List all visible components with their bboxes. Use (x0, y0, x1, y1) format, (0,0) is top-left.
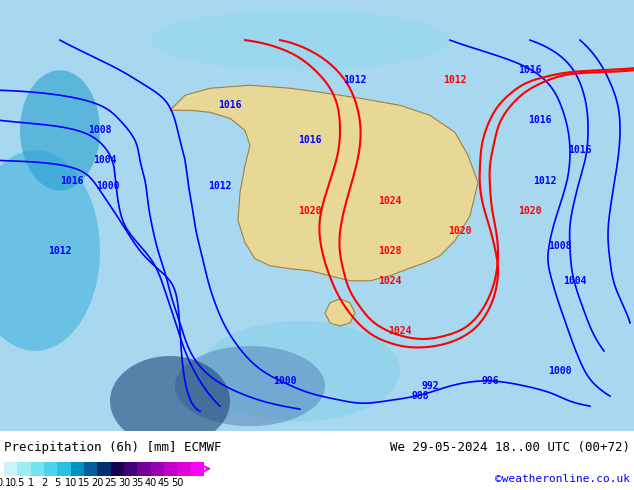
Polygon shape (0, 0, 634, 431)
Text: 1028: 1028 (378, 245, 402, 256)
Text: 2: 2 (41, 478, 47, 488)
Text: 1024: 1024 (378, 276, 402, 286)
Text: 1016: 1016 (568, 146, 592, 155)
Bar (111, 462, 124, 476)
Text: 1020: 1020 (518, 206, 541, 216)
Text: 45: 45 (158, 478, 170, 488)
Bar (84, 462, 98, 476)
Bar (151, 462, 164, 476)
Text: 1016: 1016 (298, 135, 321, 146)
Ellipse shape (200, 321, 400, 421)
Text: 1016: 1016 (518, 65, 541, 75)
Text: 1008: 1008 (548, 241, 572, 251)
Text: 1012: 1012 (48, 245, 72, 256)
Bar (124, 462, 138, 476)
Text: 0.5: 0.5 (10, 478, 25, 488)
Text: 40: 40 (145, 478, 157, 488)
Text: 0.1: 0.1 (0, 478, 11, 488)
Text: 1008: 1008 (88, 125, 112, 135)
Text: 1004: 1004 (563, 276, 586, 286)
Text: 20: 20 (91, 478, 103, 488)
Text: 1012: 1012 (343, 75, 366, 85)
Bar (178, 462, 191, 476)
Polygon shape (325, 299, 355, 326)
Text: 1024: 1024 (388, 326, 411, 336)
Text: We 29-05-2024 18..00 UTC (00+72): We 29-05-2024 18..00 UTC (00+72) (390, 441, 630, 454)
Polygon shape (170, 85, 478, 281)
Text: 25: 25 (105, 478, 117, 488)
Ellipse shape (150, 10, 450, 70)
Text: 1012: 1012 (533, 175, 557, 186)
Bar (17, 462, 30, 476)
Bar (4, 462, 17, 476)
Bar (191, 462, 204, 476)
Text: 996: 996 (481, 376, 499, 386)
Text: ©weatheronline.co.uk: ©weatheronline.co.uk (495, 474, 630, 484)
Bar (44, 462, 57, 476)
Text: 1016: 1016 (218, 100, 242, 110)
Ellipse shape (175, 346, 325, 426)
Text: 1016: 1016 (528, 115, 552, 125)
Text: 1000: 1000 (273, 376, 297, 386)
Text: 1020: 1020 (298, 206, 321, 216)
Bar (98, 462, 111, 476)
Text: 992: 992 (421, 381, 439, 391)
Text: 15: 15 (78, 478, 90, 488)
Bar (30, 462, 44, 476)
Text: 10: 10 (65, 478, 77, 488)
Bar (70, 462, 84, 476)
Text: 1: 1 (28, 478, 34, 488)
Ellipse shape (20, 70, 100, 191)
Ellipse shape (0, 150, 100, 351)
Bar (164, 462, 178, 476)
Text: 50: 50 (171, 478, 183, 488)
Text: 1004: 1004 (93, 155, 117, 166)
Text: 1016: 1016 (60, 175, 84, 186)
Text: 1012: 1012 (443, 75, 467, 85)
Ellipse shape (110, 356, 230, 446)
Text: 1000: 1000 (548, 366, 572, 376)
Text: 1000: 1000 (96, 180, 120, 191)
Text: 1012: 1012 (208, 180, 232, 191)
Text: 988: 988 (411, 391, 429, 401)
Text: 30: 30 (118, 478, 130, 488)
Bar (138, 462, 151, 476)
Text: 1024: 1024 (378, 196, 402, 206)
Text: 1020: 1020 (448, 225, 472, 236)
Text: Precipitation (6h) [mm] ECMWF: Precipitation (6h) [mm] ECMWF (4, 441, 221, 454)
Text: 35: 35 (131, 478, 143, 488)
Text: 5: 5 (55, 478, 60, 488)
Bar (57, 462, 70, 476)
